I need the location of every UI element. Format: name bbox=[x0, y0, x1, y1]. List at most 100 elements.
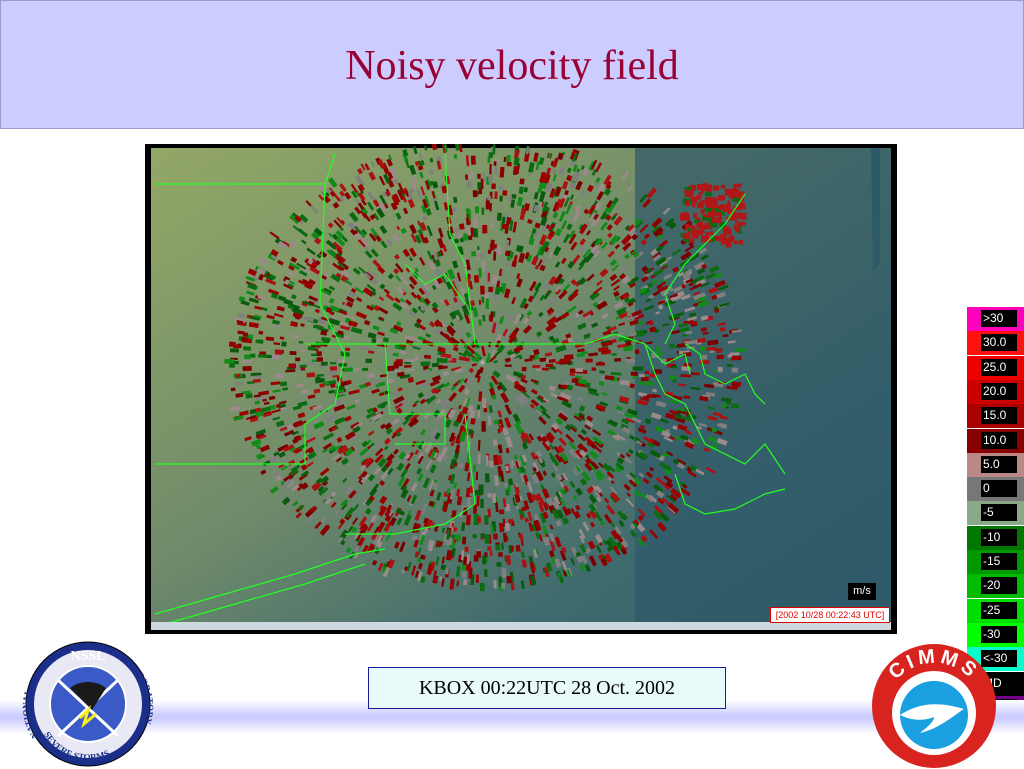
velocity-echo bbox=[320, 475, 330, 484]
velocity-echo bbox=[531, 473, 540, 484]
velocity-echo bbox=[380, 240, 388, 249]
velocity-echo bbox=[409, 412, 420, 423]
velocity-echo bbox=[374, 447, 384, 457]
velocity-echo bbox=[589, 521, 596, 528]
velocity-echo bbox=[480, 498, 484, 508]
velocity-echo bbox=[283, 478, 293, 487]
velocity-echo bbox=[527, 219, 533, 225]
velocity-echo bbox=[290, 464, 301, 473]
velocity-echo bbox=[624, 253, 630, 260]
velocity-echo bbox=[684, 441, 695, 450]
velocity-echo bbox=[242, 366, 252, 371]
velocity-echo bbox=[649, 529, 659, 539]
velocity-echo bbox=[533, 283, 538, 289]
velocity-echo bbox=[518, 252, 526, 264]
velocity-echo bbox=[258, 330, 264, 335]
velocity-echo bbox=[462, 398, 469, 407]
velocity-echo bbox=[344, 415, 352, 422]
velocity-echo bbox=[419, 171, 424, 179]
velocity-echo bbox=[367, 191, 375, 201]
velocity-echo bbox=[579, 414, 585, 420]
velocity-echo bbox=[348, 389, 360, 395]
velocity-echo bbox=[691, 229, 699, 235]
velocity-echo bbox=[284, 429, 295, 437]
velocity-echo bbox=[621, 169, 630, 181]
velocity-echo bbox=[627, 246, 633, 252]
state-boundaries bbox=[154, 153, 786, 625]
velocity-echo bbox=[542, 470, 547, 476]
velocity-echo bbox=[329, 366, 337, 372]
velocity-echo bbox=[442, 333, 452, 341]
velocity-echo bbox=[502, 498, 507, 508]
velocity-echo bbox=[371, 559, 378, 566]
velocity-echo bbox=[416, 467, 423, 475]
velocity-echo bbox=[643, 395, 650, 400]
velocity-echo bbox=[518, 394, 529, 404]
velocity-echo bbox=[407, 376, 415, 384]
velocity-echo bbox=[348, 489, 357, 499]
velocity-echo bbox=[370, 379, 379, 386]
velocity-echo bbox=[579, 478, 588, 486]
velocity-echo bbox=[599, 401, 609, 407]
velocity-echo bbox=[301, 239, 307, 245]
velocity-echo bbox=[720, 184, 726, 189]
velocity-echo bbox=[697, 184, 706, 191]
velocity-echo bbox=[636, 399, 649, 406]
velocity-echo bbox=[595, 403, 607, 412]
velocity-echo bbox=[535, 548, 539, 555]
velocity-echo bbox=[607, 250, 615, 258]
velocity-echo bbox=[238, 296, 246, 302]
velocity-echo bbox=[603, 213, 610, 220]
velocity-echo bbox=[386, 365, 395, 372]
velocity-echo bbox=[253, 394, 261, 398]
velocity-echo bbox=[359, 522, 368, 532]
velocity-echo bbox=[335, 236, 346, 247]
velocity-echo bbox=[544, 174, 551, 184]
velocity-echo bbox=[570, 194, 574, 200]
velocity-echo bbox=[330, 383, 336, 388]
velocity-echo bbox=[618, 395, 630, 404]
velocity-echo bbox=[600, 212, 607, 220]
velocity-echo bbox=[459, 223, 465, 230]
velocity-echo bbox=[472, 534, 477, 539]
velocity-echo bbox=[378, 175, 386, 186]
velocity-echo bbox=[432, 327, 441, 336]
velocity-echo bbox=[669, 409, 680, 416]
velocity-echo bbox=[696, 221, 704, 228]
velocity-echo bbox=[691, 372, 700, 376]
velocity-echo bbox=[345, 546, 352, 554]
velocity-echo bbox=[554, 536, 562, 548]
velocity-echo bbox=[427, 261, 436, 271]
velocity-echo bbox=[534, 282, 542, 292]
velocity-echo bbox=[368, 350, 375, 354]
velocity-echo bbox=[632, 376, 638, 380]
velocity-echo bbox=[270, 249, 279, 257]
velocity-echo bbox=[425, 459, 432, 471]
velocity-echo bbox=[540, 484, 545, 491]
velocity-echo bbox=[729, 352, 740, 356]
velocity-echo bbox=[511, 296, 517, 305]
velocity-echo bbox=[690, 386, 701, 391]
velocity-echo bbox=[305, 200, 312, 207]
legend-entry: -25 bbox=[967, 598, 1024, 623]
velocity-echo bbox=[440, 321, 447, 328]
velocity-echo bbox=[405, 299, 412, 306]
velocity-echo bbox=[379, 225, 388, 235]
velocity-echo bbox=[453, 279, 460, 291]
velocity-echo bbox=[404, 368, 415, 372]
velocity-echo bbox=[696, 337, 707, 344]
velocity-echo bbox=[436, 357, 448, 363]
velocity-echo bbox=[319, 515, 328, 524]
velocity-echo bbox=[424, 145, 428, 151]
velocity-echo bbox=[515, 461, 520, 469]
velocity-echo bbox=[655, 311, 660, 315]
velocity-echo bbox=[414, 355, 420, 361]
velocity-echo bbox=[459, 144, 463, 153]
velocity-echo bbox=[468, 429, 474, 436]
velocity-echo bbox=[475, 574, 479, 583]
velocity-echo bbox=[340, 498, 349, 508]
velocity-echo bbox=[494, 166, 498, 175]
velocity-echo bbox=[736, 191, 745, 198]
velocity-echo bbox=[542, 525, 548, 535]
velocity-echo bbox=[407, 417, 419, 428]
